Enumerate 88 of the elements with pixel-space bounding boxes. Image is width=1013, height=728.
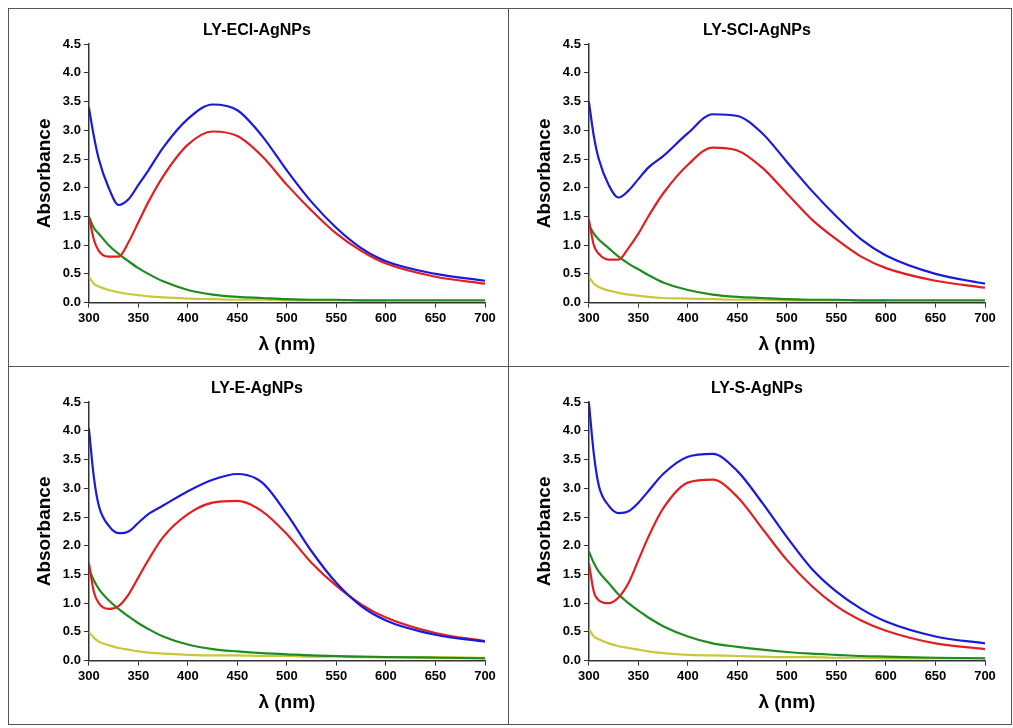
x-tick-label: 600 bbox=[375, 667, 397, 683]
y-tick-label: 0.5 bbox=[562, 265, 581, 281]
x-tick-label: 500 bbox=[776, 667, 798, 683]
y-tick-label: 2.5 bbox=[562, 508, 581, 524]
y-tick-label: 2.5 bbox=[62, 150, 81, 166]
y-tick-label: 4.5 bbox=[562, 35, 581, 51]
x-tick-label: 600 bbox=[875, 667, 897, 683]
y-tick-label: 0.0 bbox=[562, 294, 581, 310]
y-tick-label: 3.5 bbox=[562, 93, 581, 109]
x-tick-label: 650 bbox=[924, 667, 947, 683]
y-tick-label: 1.5 bbox=[62, 566, 81, 582]
x-tick-label: 600 bbox=[375, 309, 397, 325]
x-tick-label: 300 bbox=[578, 309, 600, 325]
y-tick-label: 0.5 bbox=[62, 623, 81, 639]
x-tick-label: 550 bbox=[825, 667, 848, 683]
x-tick-label: 700 bbox=[474, 309, 496, 325]
y-tick-label: 0.5 bbox=[62, 265, 81, 281]
chart-title: LY-S-AgNPs bbox=[711, 379, 804, 397]
x-axis-title: λ (nm) bbox=[758, 332, 816, 354]
x-tick-label: 700 bbox=[974, 667, 996, 683]
y-tick-label: 1.5 bbox=[62, 208, 81, 224]
y-tick-label: 0.0 bbox=[562, 652, 581, 668]
y-tick-label: 4.0 bbox=[562, 64, 581, 80]
x-tick-label: 400 bbox=[677, 667, 699, 683]
x-axis-title: λ (nm) bbox=[258, 332, 316, 354]
y-tick-label: 1.0 bbox=[62, 594, 81, 610]
chart-title: LY-ECl-AgNPs bbox=[203, 21, 312, 39]
x-tick-label: 500 bbox=[276, 667, 298, 683]
x-tick-label: 300 bbox=[78, 309, 100, 325]
y-tick-label: 1.5 bbox=[562, 566, 581, 582]
y-tick-label: 3.5 bbox=[62, 451, 81, 467]
x-tick-label: 450 bbox=[226, 309, 249, 325]
y-tick-label: 0.0 bbox=[62, 652, 81, 668]
y-tick-label: 0.0 bbox=[62, 294, 81, 310]
y-tick-label: 2.0 bbox=[562, 537, 581, 553]
y-tick-label: 1.0 bbox=[562, 236, 581, 252]
x-tick-label: 350 bbox=[127, 667, 150, 683]
x-tick-label: 650 bbox=[424, 309, 447, 325]
x-tick-label: 400 bbox=[177, 667, 199, 683]
y-tick-label: 3.5 bbox=[62, 93, 81, 109]
x-tick-label: 300 bbox=[78, 667, 100, 683]
y-tick-label: 3.5 bbox=[562, 451, 581, 467]
y-tick-label: 3.0 bbox=[62, 121, 81, 137]
y-axis-title: Absorbance bbox=[32, 476, 54, 587]
y-tick-label: 2.5 bbox=[62, 508, 81, 524]
x-tick-label: 300 bbox=[578, 667, 600, 683]
x-tick-label: 400 bbox=[677, 309, 699, 325]
x-axis-title: λ (nm) bbox=[758, 690, 816, 712]
x-tick-label: 550 bbox=[825, 309, 848, 325]
x-tick-label: 650 bbox=[924, 309, 947, 325]
y-tick-label: 4.0 bbox=[62, 64, 81, 80]
x-tick-label: 550 bbox=[325, 309, 348, 325]
x-tick-label: 600 bbox=[875, 309, 897, 325]
x-tick-label: 700 bbox=[474, 667, 496, 683]
y-axis-title: Absorbance bbox=[532, 476, 554, 587]
y-tick-label: 4.5 bbox=[62, 393, 81, 409]
x-tick-label: 450 bbox=[726, 667, 749, 683]
y-tick-label: 4.5 bbox=[62, 35, 81, 51]
x-tick-label: 650 bbox=[424, 667, 447, 683]
y-tick-label: 1.0 bbox=[562, 594, 581, 610]
x-tick-label: 400 bbox=[177, 309, 199, 325]
y-tick-label: 3.0 bbox=[562, 121, 581, 137]
y-tick-label: 4.0 bbox=[562, 422, 581, 438]
x-axis-title: λ (nm) bbox=[258, 690, 316, 712]
y-tick-label: 2.5 bbox=[562, 150, 581, 166]
x-tick-label: 350 bbox=[627, 309, 650, 325]
x-tick-label: 550 bbox=[325, 667, 348, 683]
x-tick-label: 500 bbox=[276, 309, 298, 325]
y-tick-label: 1.0 bbox=[62, 236, 81, 252]
x-tick-label: 350 bbox=[127, 309, 150, 325]
x-tick-label: 450 bbox=[226, 667, 249, 683]
y-tick-label: 2.0 bbox=[62, 179, 81, 195]
y-tick-label: 2.0 bbox=[62, 537, 81, 553]
y-tick-label: 1.5 bbox=[562, 208, 581, 224]
chart-title: LY-SCl-AgNPs bbox=[703, 21, 812, 39]
chart-title: LY-E-AgNPs bbox=[211, 379, 304, 397]
x-tick-label: 450 bbox=[726, 309, 749, 325]
y-axis-title: Absorbance bbox=[32, 118, 54, 229]
y-tick-label: 0.5 bbox=[562, 623, 581, 639]
y-tick-label: 4.5 bbox=[562, 393, 581, 409]
x-tick-label: 350 bbox=[627, 667, 650, 683]
x-tick-label: 700 bbox=[974, 309, 996, 325]
y-axis-title: Absorbance bbox=[532, 118, 554, 229]
y-tick-label: 4.0 bbox=[62, 422, 81, 438]
x-tick-label: 500 bbox=[776, 309, 798, 325]
y-tick-label: 3.0 bbox=[562, 479, 581, 495]
y-tick-label: 2.0 bbox=[562, 179, 581, 195]
y-tick-label: 3.0 bbox=[62, 479, 81, 495]
